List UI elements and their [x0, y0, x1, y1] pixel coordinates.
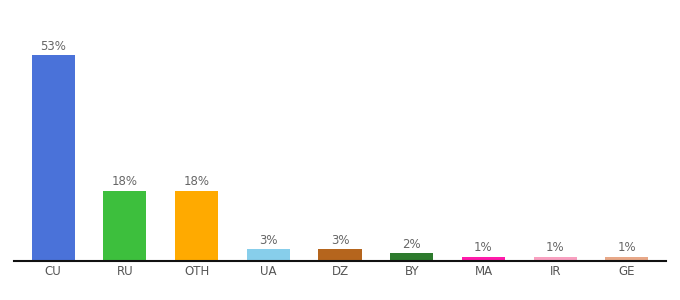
Bar — [462, 257, 505, 261]
Text: 18%: 18% — [112, 176, 138, 188]
Text: 1%: 1% — [474, 242, 493, 254]
Bar — [247, 249, 290, 261]
Text: 1%: 1% — [546, 242, 564, 254]
Bar — [318, 249, 362, 261]
Bar — [605, 257, 649, 261]
Bar — [390, 253, 433, 261]
Text: 1%: 1% — [617, 242, 636, 254]
Bar — [103, 191, 146, 261]
Text: 3%: 3% — [259, 234, 277, 247]
Bar — [31, 56, 75, 261]
Bar — [175, 191, 218, 261]
Bar — [534, 257, 577, 261]
Text: 53%: 53% — [40, 40, 66, 53]
Text: 2%: 2% — [403, 238, 421, 250]
Text: 18%: 18% — [184, 176, 209, 188]
Text: 3%: 3% — [330, 234, 350, 247]
